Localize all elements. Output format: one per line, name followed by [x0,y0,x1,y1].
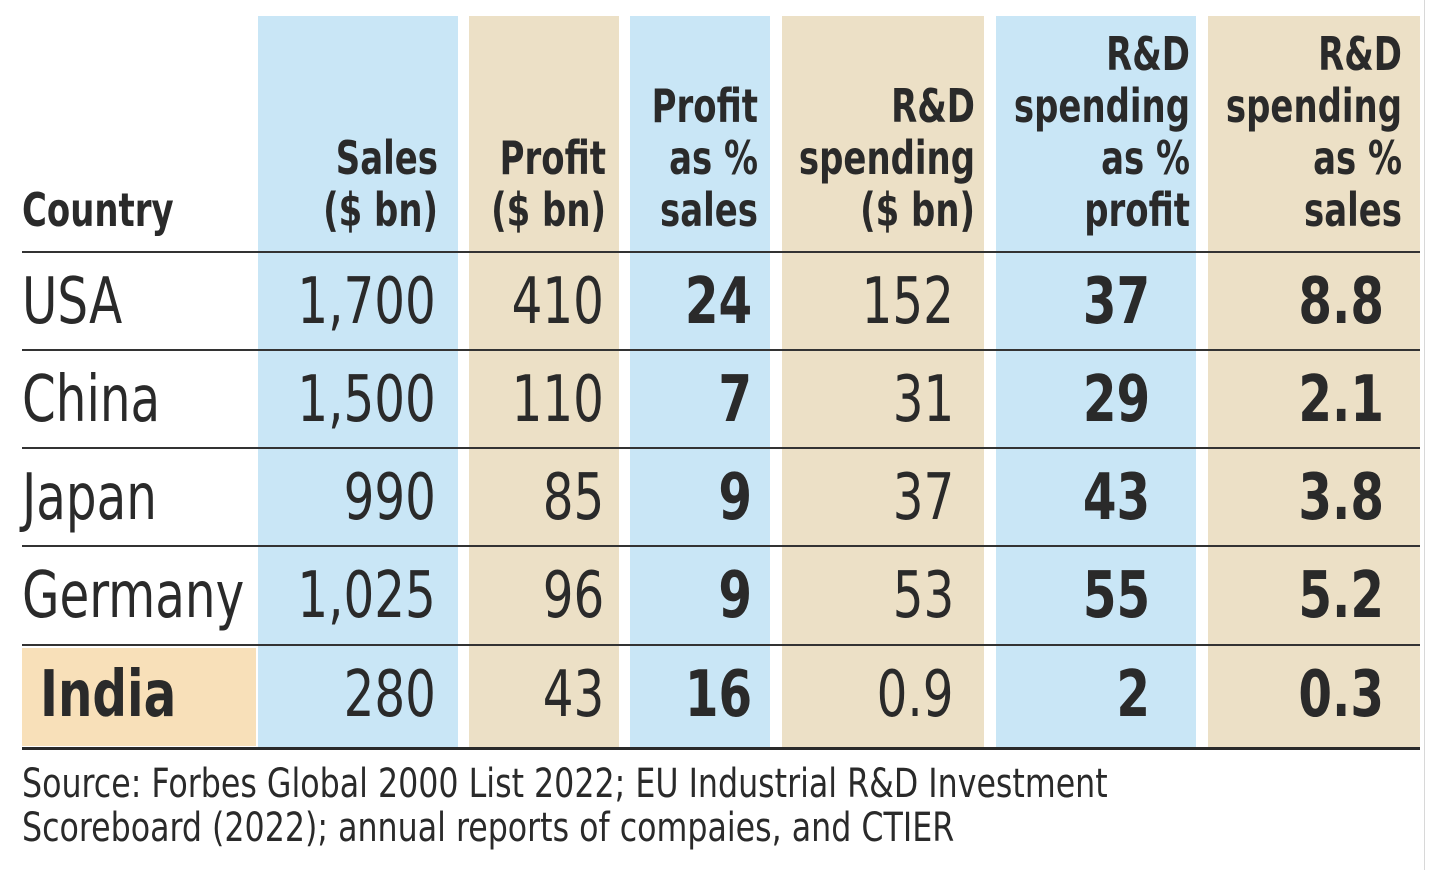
profit-pct-column-band [630,16,770,748]
source-line: Scoreboard (2022); annual reports of com… [22,805,955,851]
cell-rd-pct-profit: 43 [1082,461,1150,535]
table-bottom-rule [22,747,1420,750]
cell-profit: 410 [511,265,604,339]
profit-column-band [469,16,619,748]
sales-column-band [258,16,458,748]
cell-country: India [40,658,177,732]
cell-profit-pct-sales: 7 [718,363,752,437]
cell-country: USA [22,265,123,339]
cell-rd-pct-sales: 8.8 [1298,265,1384,339]
cell-sales: 1,500 [297,363,436,437]
table-row: China 1,500 110 7 31 29 2.1 [0,352,1432,448]
header-country: Country [22,183,174,237]
cell-rd-spending: 53 [892,559,954,633]
cell-rd-pct-sales: 5.2 [1298,559,1384,633]
row-rule [22,447,1420,449]
frame-border [1424,0,1425,870]
table-row: Japan 990 85 9 37 43 3.8 [0,450,1432,546]
header-rd-pct-sales: R&D spending as % sales [1225,27,1402,237]
header-rule [22,251,1420,253]
source-note: Source: Forbes Global 2000 List 2022; EU… [22,762,1254,850]
cell-country: China [22,363,161,437]
table-row: USA 1,700 410 24 152 37 8.8 [0,254,1432,350]
row-rule [22,644,1420,646]
cell-rd-pct-profit: 37 [1082,265,1150,339]
cell-sales: 1,025 [297,559,436,633]
cell-rd-pct-sales: 2.1 [1298,363,1384,437]
header-profit-pct-sales: Profit as % sales [651,79,758,237]
cell-country: Japan [22,461,157,535]
cell-rd-spending: 0.9 [877,658,954,732]
header-profit: Profit ($ bn) [491,131,606,237]
row-rule [22,349,1420,351]
cell-profit-pct-sales: 9 [718,461,752,535]
cell-rd-pct-profit: 29 [1082,363,1150,437]
cell-rd-pct-sales: 0.3 [1298,658,1384,732]
cell-profit-pct-sales: 16 [684,658,752,732]
source-line: Source: Forbes Global 2000 List 2022; EU… [22,761,1108,807]
cell-sales: 280 [343,658,436,732]
header-rd-spending: R&D spending ($ bn) [798,79,975,237]
cell-profit: 110 [511,363,604,437]
cell-rd-spending: 152 [861,265,954,339]
row-rule [22,545,1420,547]
rd-pct-profit-column-band [996,16,1196,748]
cell-profit: 85 [542,461,604,535]
cell-rd-pct-profit: 55 [1082,559,1150,633]
india-row-highlight [22,648,256,746]
cell-rd-pct-profit: 2 [1116,658,1150,732]
header-rd-pct-profit: R&D spending as % profit [1013,27,1190,237]
table-row: Germany 1,025 96 9 53 55 5.2 [0,548,1432,644]
cell-rd-spending: 37 [892,461,954,535]
cell-rd-spending: 31 [892,363,954,437]
cell-profit-pct-sales: 9 [718,559,752,633]
cell-sales: 1,700 [297,265,436,339]
cell-profit-pct-sales: 24 [684,265,752,339]
table-row-highlighted: India 280 43 16 0.9 2 0.3 [0,647,1432,743]
rd-spending-column-band [782,16,984,748]
rd-pct-sales-column-band [1208,16,1420,748]
cell-profit: 43 [542,658,604,732]
cell-sales: 990 [343,461,436,535]
header-sales: Sales ($ bn) [323,131,438,237]
cell-rd-pct-sales: 3.8 [1298,461,1384,535]
cell-country: Germany [22,559,245,633]
cell-profit: 96 [542,559,604,633]
